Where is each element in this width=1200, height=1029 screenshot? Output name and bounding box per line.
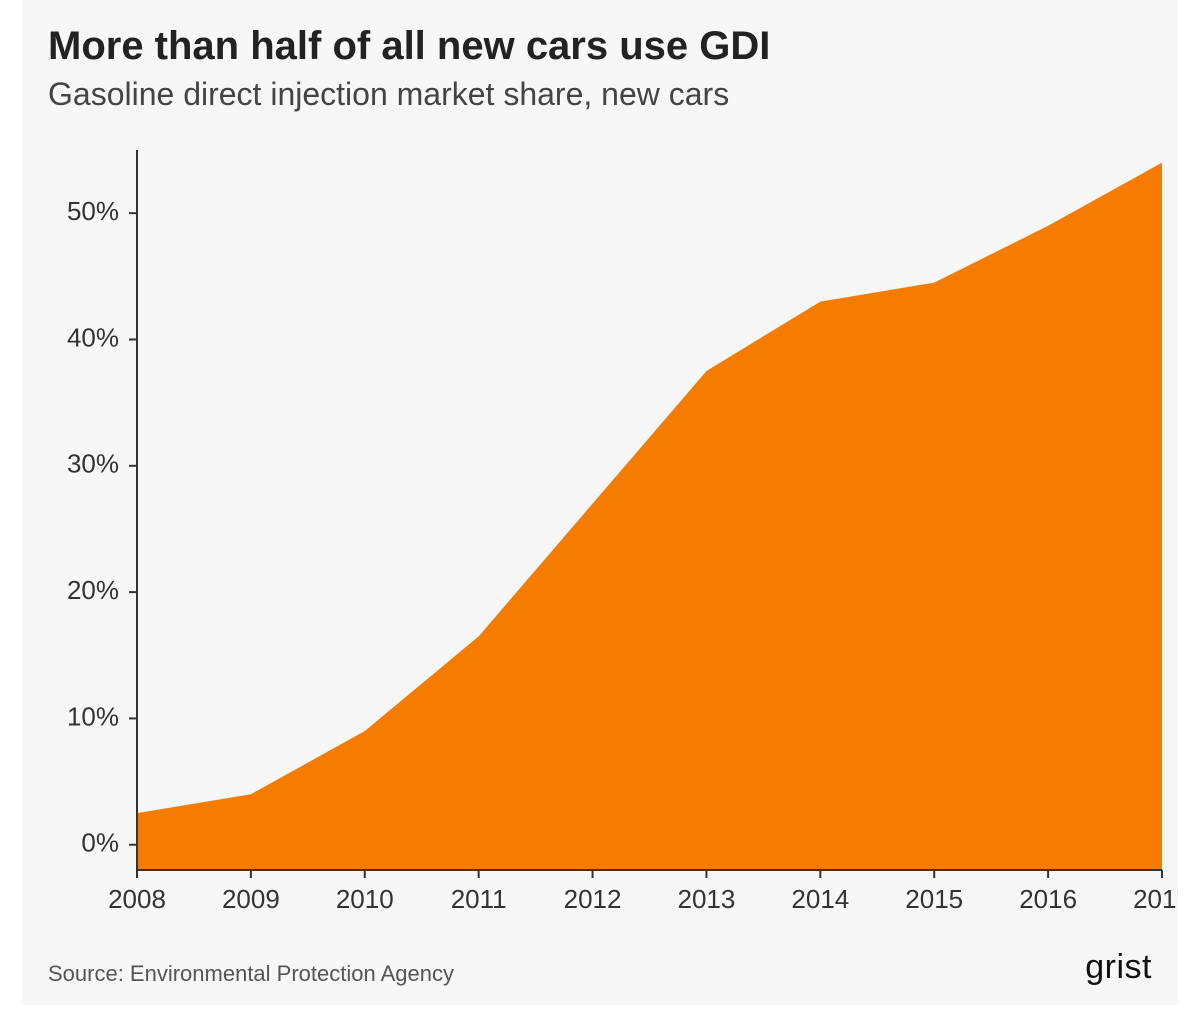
x-tick-label: 2011 bbox=[451, 884, 507, 914]
chart-header: More than half of all new cars use GDI G… bbox=[22, 0, 1178, 122]
y-tick-label: 20% bbox=[67, 575, 119, 605]
x-tick-label: 2015 bbox=[905, 884, 963, 914]
y-tick-label: 10% bbox=[67, 701, 119, 731]
area-series bbox=[137, 163, 1162, 870]
x-tick-label: 2013 bbox=[678, 884, 736, 914]
brand-logo: grist bbox=[1085, 948, 1152, 987]
x-tick-label: 2014 bbox=[791, 884, 849, 914]
area-chart-svg: 0% 10% 20% 30% 40% 50% 2008 2009 2010 2011 2012 201… bbox=[22, 140, 1178, 935]
x-tick-label: 2009 bbox=[222, 884, 280, 914]
y-tick-label: 50% bbox=[67, 196, 119, 226]
x-tick-label: 2012 bbox=[564, 884, 622, 914]
y-tick-label: 0% bbox=[81, 828, 119, 858]
x-tick-label: 2017 bbox=[1133, 884, 1178, 914]
brand-logo-text: grist bbox=[1085, 948, 1152, 986]
x-tick-label: 2010 bbox=[336, 884, 394, 914]
chart-subtitle: Gasoline direct injection market share, … bbox=[48, 74, 1152, 114]
chart-card: More than half of all new cars use GDI G… bbox=[22, 0, 1178, 1005]
x-tick-label: 2008 bbox=[108, 884, 166, 914]
y-tick-label: 40% bbox=[67, 322, 119, 352]
y-tick-label: 30% bbox=[67, 449, 119, 479]
chart-title: More than half of all new cars use GDI bbox=[48, 22, 1152, 70]
source-label: Source: Environmental Protection Agency bbox=[48, 961, 454, 987]
chart-footer: Source: Environmental Protection Agency … bbox=[48, 948, 1152, 987]
chart-area: 0% 10% 20% 30% 40% 50% 2008 2009 2010 2011 2012 201… bbox=[22, 140, 1178, 935]
x-tick-label: 2016 bbox=[1019, 884, 1077, 914]
